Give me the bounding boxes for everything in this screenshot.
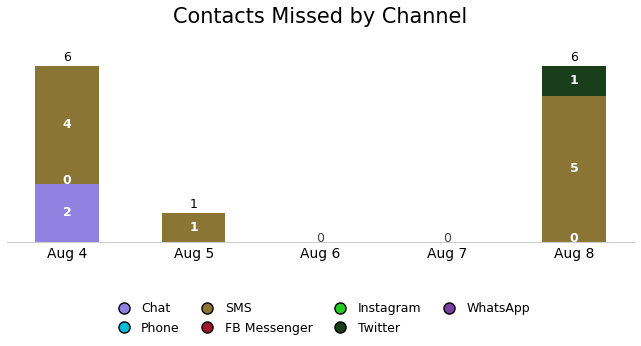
Text: 2: 2 bbox=[63, 206, 72, 219]
Title: Contacts Missed by Channel: Contacts Missed by Channel bbox=[173, 7, 468, 27]
Text: 0: 0 bbox=[569, 232, 578, 245]
Text: 6: 6 bbox=[63, 51, 71, 64]
Text: 1: 1 bbox=[190, 221, 198, 234]
Text: 1: 1 bbox=[569, 74, 578, 87]
Text: 0: 0 bbox=[317, 232, 324, 245]
Text: 0: 0 bbox=[63, 173, 72, 186]
Bar bbox=[162, 213, 226, 242]
Bar bbox=[542, 95, 606, 242]
Text: 4: 4 bbox=[63, 118, 72, 131]
Text: 1: 1 bbox=[190, 198, 197, 210]
Bar bbox=[542, 66, 606, 95]
Bar bbox=[35, 66, 99, 183]
Text: 0: 0 bbox=[443, 232, 451, 245]
Text: 5: 5 bbox=[569, 162, 578, 175]
Bar bbox=[35, 183, 99, 242]
Text: 6: 6 bbox=[570, 51, 578, 64]
Legend: Chat, Phone, SMS, FB Messenger, Instagram, Twitter, WhatsApp: Chat, Phone, SMS, FB Messenger, Instagra… bbox=[111, 302, 530, 335]
